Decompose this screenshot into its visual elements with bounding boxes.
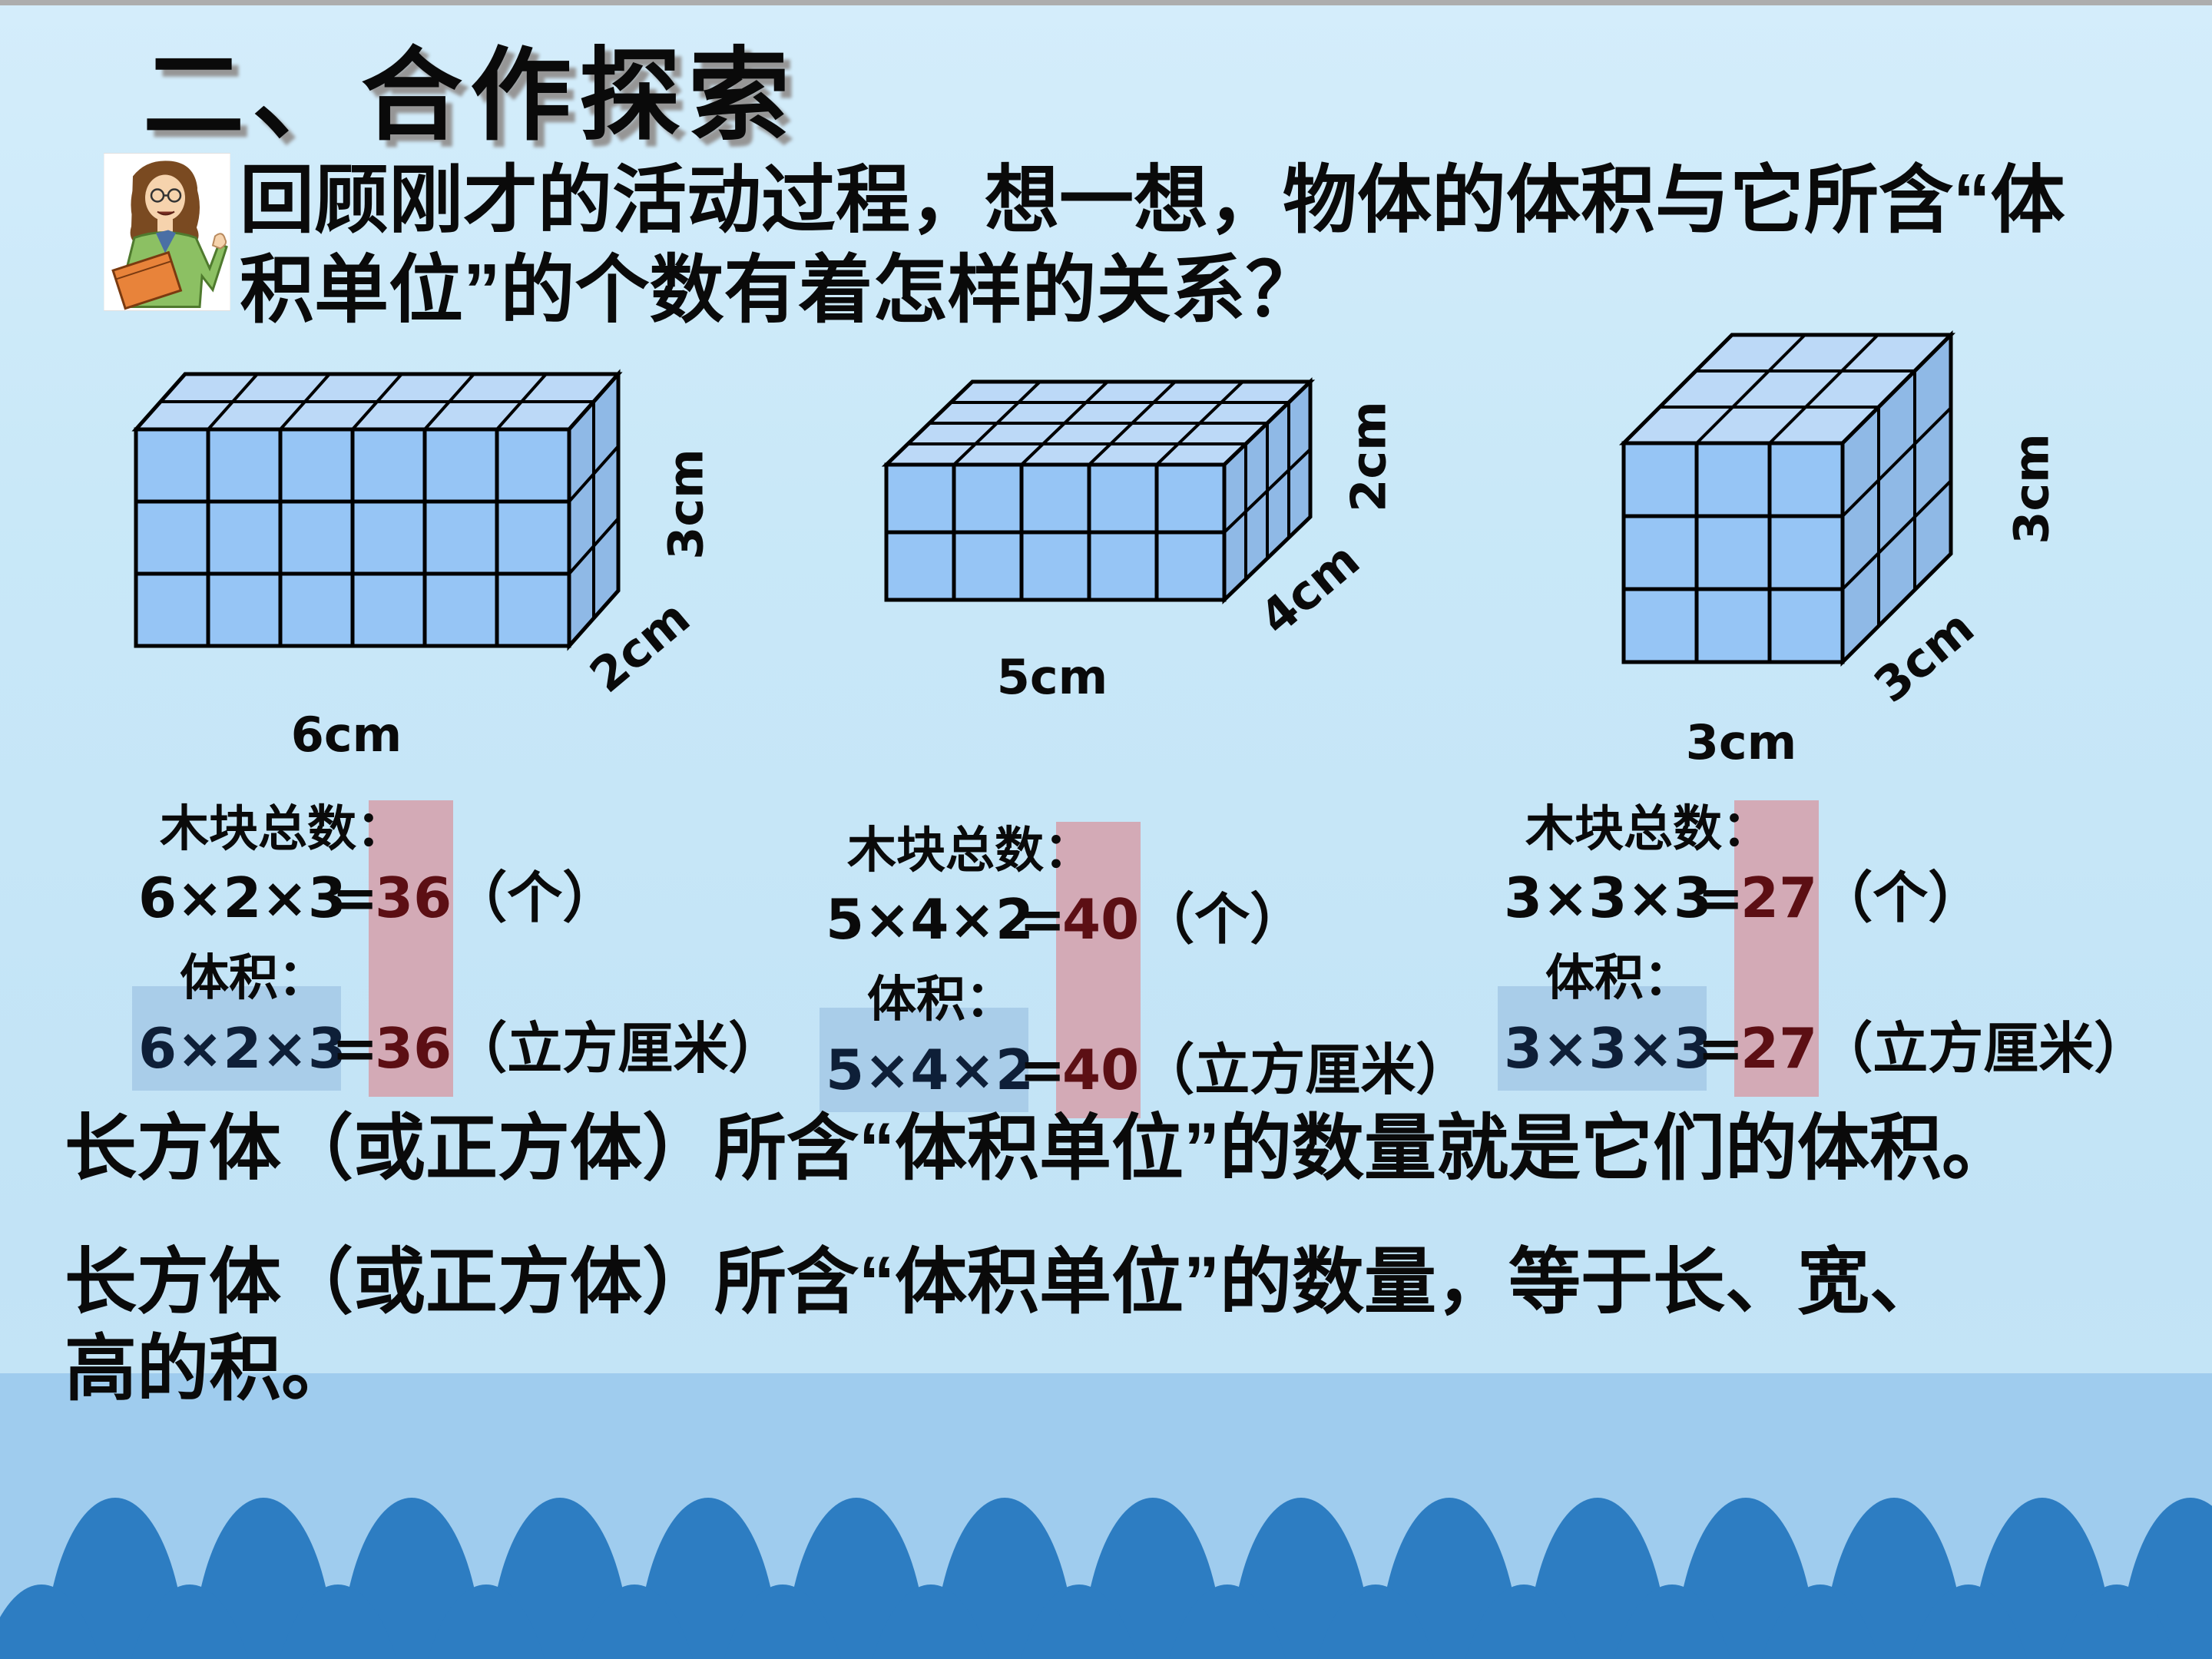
volume-expression: 5×4×2 bbox=[826, 1038, 1034, 1102]
conclusion-1-line: 长方体（或正方体）所含“体积单位”的数量就是它们的体积。 bbox=[65, 1108, 2015, 1188]
volume-equation: 3×3×3=27（立方厘米） bbox=[1504, 1003, 2149, 1084]
count-expression: 5×4×2 bbox=[826, 887, 1034, 952]
result-highlight-bar bbox=[1056, 822, 1141, 1118]
volume-label: 体积： bbox=[867, 972, 1015, 1027]
count-unit: （个） bbox=[452, 866, 618, 930]
teacher-avatar-icon bbox=[104, 153, 230, 311]
conclusion-1: 长方体（或正方体）所含“体积单位”的数量就是它们的体积。 bbox=[65, 1104, 2014, 1191]
stats-column-1: 木块总数： 6×2×3=36（个） 体积： 6×2×3=36（立方厘米） bbox=[115, 785, 806, 1115]
question-line-2: 积单位”的个数有着怎样的关系？ bbox=[240, 248, 1320, 332]
wave-footer-decoration bbox=[0, 1373, 2212, 1659]
expression-highlight bbox=[820, 1008, 1028, 1112]
expression-highlight bbox=[132, 986, 341, 1091]
length-label: 6cm bbox=[290, 707, 402, 763]
height-label: 3cm bbox=[2003, 433, 2060, 545]
question-line-1: 回顾刚才的活动过程，想一想，物体的体积与它所含“体 bbox=[240, 158, 2065, 242]
volume-result: 36 bbox=[375, 1016, 452, 1081]
count-equation: 3×3×3=27（个） bbox=[1504, 853, 1983, 933]
equals-sign: = bbox=[1697, 1016, 1744, 1081]
result-highlight-bar bbox=[1734, 800, 1819, 1097]
length-label: 5cm bbox=[996, 649, 1108, 705]
volume-result: 40 bbox=[1062, 1038, 1140, 1102]
count-result: 36 bbox=[375, 866, 452, 930]
result-highlight-bar bbox=[369, 800, 453, 1097]
equals-sign: = bbox=[332, 1016, 379, 1081]
height-label: 2cm bbox=[1340, 401, 1397, 512]
conclusion-2-line-1: 长方体（或正方体）所含“体积单位”的数量，等于长、宽、 bbox=[65, 1241, 1942, 1322]
question-text: 回顾刚才的活动过程，想一想，物体的体积与它所含“体 积单位”的个数有着怎样的关系… bbox=[240, 155, 2183, 335]
volume-expression: 3×3×3 bbox=[1504, 1016, 1712, 1081]
expression-highlight bbox=[1498, 986, 1707, 1091]
length-label: 3cm bbox=[1685, 714, 1797, 770]
count-expression: 3×3×3 bbox=[1504, 866, 1712, 930]
count-unit: （个） bbox=[1817, 866, 1984, 930]
count-result: 27 bbox=[1740, 866, 1818, 930]
volume-unit: （立方厘米） bbox=[1817, 1016, 2150, 1081]
volume-label: 体积： bbox=[1545, 950, 1693, 1005]
volume-label: 体积： bbox=[180, 950, 327, 1005]
blocks-total-label: 木块总数： bbox=[847, 823, 1093, 878]
height-label: 3cm bbox=[657, 449, 714, 560]
top-strip bbox=[0, 0, 2212, 5]
count-expression: 6×2×3 bbox=[138, 866, 346, 930]
blocks-total-label: 木块总数： bbox=[160, 801, 406, 856]
volume-expression: 6×2×3 bbox=[138, 1016, 346, 1081]
count-unit: （个） bbox=[1139, 887, 1306, 952]
conclusion-2-line-2: 高的积。 bbox=[65, 1328, 354, 1409]
cuboid-figure-3x3x3 bbox=[1618, 329, 1956, 667]
volume-unit: （立方厘米） bbox=[452, 1016, 784, 1081]
count-result: 40 bbox=[1062, 887, 1140, 952]
blocks-total-label: 木块总数： bbox=[1525, 801, 1771, 856]
equals-sign: = bbox=[1019, 1038, 1066, 1102]
equals-sign: = bbox=[1019, 887, 1066, 952]
count-equation: 5×4×2=40（个） bbox=[826, 874, 1305, 955]
count-equation: 6×2×3=36（个） bbox=[138, 853, 618, 933]
cuboid-figure-5x4x2 bbox=[881, 377, 1316, 604]
equals-sign: = bbox=[1697, 866, 1744, 930]
volume-result: 27 bbox=[1740, 1016, 1818, 1081]
stats-column-3: 木块总数： 3×3×3=27（个） 体积： 3×3×3=27（立方厘米） bbox=[1481, 785, 2172, 1115]
volume-equation: 5×4×2=40（立方厘米） bbox=[826, 1025, 1471, 1105]
stats-column-2: 木块总数： 5×4×2=40（个） 体积： 5×4×2=40（立方厘米） bbox=[803, 806, 1494, 1137]
cuboid-figure-6x2x3 bbox=[131, 369, 623, 651]
volume-unit: （立方厘米） bbox=[1139, 1038, 1472, 1102]
volume-equation: 6×2×3=36（立方厘米） bbox=[138, 1003, 783, 1084]
book bbox=[111, 250, 183, 310]
slide-title: 二、合作探索 bbox=[143, 39, 797, 152]
conclusion-2: 长方体（或正方体）所含“体积单位”的数量，等于长、宽、 高的积。 bbox=[65, 1238, 1942, 1412]
equals-sign: = bbox=[332, 866, 379, 930]
